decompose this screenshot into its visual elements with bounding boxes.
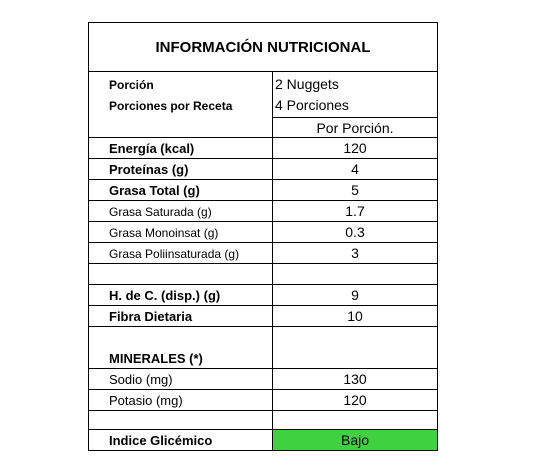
divider (89, 305, 437, 306)
dietary-fiber-value: 10 (347, 308, 363, 324)
divider (89, 137, 437, 138)
divider (272, 117, 437, 118)
glycemic-index-label: Indice Glicémico (109, 433, 213, 448)
divider (89, 410, 437, 411)
energy-label: Energía (kcal) (109, 141, 195, 156)
divider (89, 158, 437, 159)
table-title: INFORMACIÓN NUTRICIONAL (155, 38, 371, 56)
polyunsaturated-fat-value: 3 (351, 245, 359, 261)
potassium-label: Potasio (mg) (109, 393, 183, 408)
saturated-fat-value: 1.7 (345, 203, 365, 219)
sodium-value: 130 (343, 371, 367, 387)
energy-value: 120 (343, 140, 367, 156)
divider (89, 429, 437, 430)
sodium-label: Sodio (mg) (109, 372, 173, 387)
carbohydrates-label: H. de C. (disp.) (g) (109, 288, 221, 303)
divider (89, 179, 437, 180)
column-divider (272, 71, 273, 450)
column-header: Por Porción. (316, 120, 394, 136)
total-fat-label: Grasa Total (g) (109, 183, 200, 198)
divider (89, 221, 437, 222)
divider (89, 368, 437, 369)
divider (89, 242, 437, 243)
glycemic-index-value: Bajo (273, 430, 437, 450)
potassium-value: 120 (343, 392, 367, 408)
portions-per-recipe-label: Porciones por Receta (109, 99, 233, 113)
dietary-fiber-label: Fibra Dietaria (109, 309, 193, 324)
divider (89, 389, 437, 390)
portion-value: 2 Nuggets (275, 76, 339, 92)
monounsaturated-fat-label: Grasa Monoinsat (g) (109, 226, 219, 240)
divider (89, 263, 437, 264)
carbohydrates-value: 9 (351, 287, 359, 303)
portion-label: Porción (109, 78, 154, 92)
divider (89, 71, 437, 72)
monounsaturated-fat-value: 0.3 (345, 224, 365, 240)
protein-label: Proteínas (g) (109, 162, 189, 177)
minerals-heading: MINERALES (*) (109, 351, 203, 366)
nutrition-table: INFORMACIÓN NUTRICIONAL Porción 2 Nugget… (88, 22, 438, 451)
divider (89, 284, 437, 285)
saturated-fat-label: Grasa Saturada (g) (109, 205, 212, 219)
divider (89, 200, 437, 201)
divider (89, 326, 437, 327)
polyunsaturated-fat-label: Grasa Poliinsaturada (g) (109, 247, 240, 261)
total-fat-value: 5 (351, 182, 359, 198)
portions-per-recipe-value: 4 Porciones (275, 97, 349, 113)
protein-value: 4 (351, 161, 359, 177)
